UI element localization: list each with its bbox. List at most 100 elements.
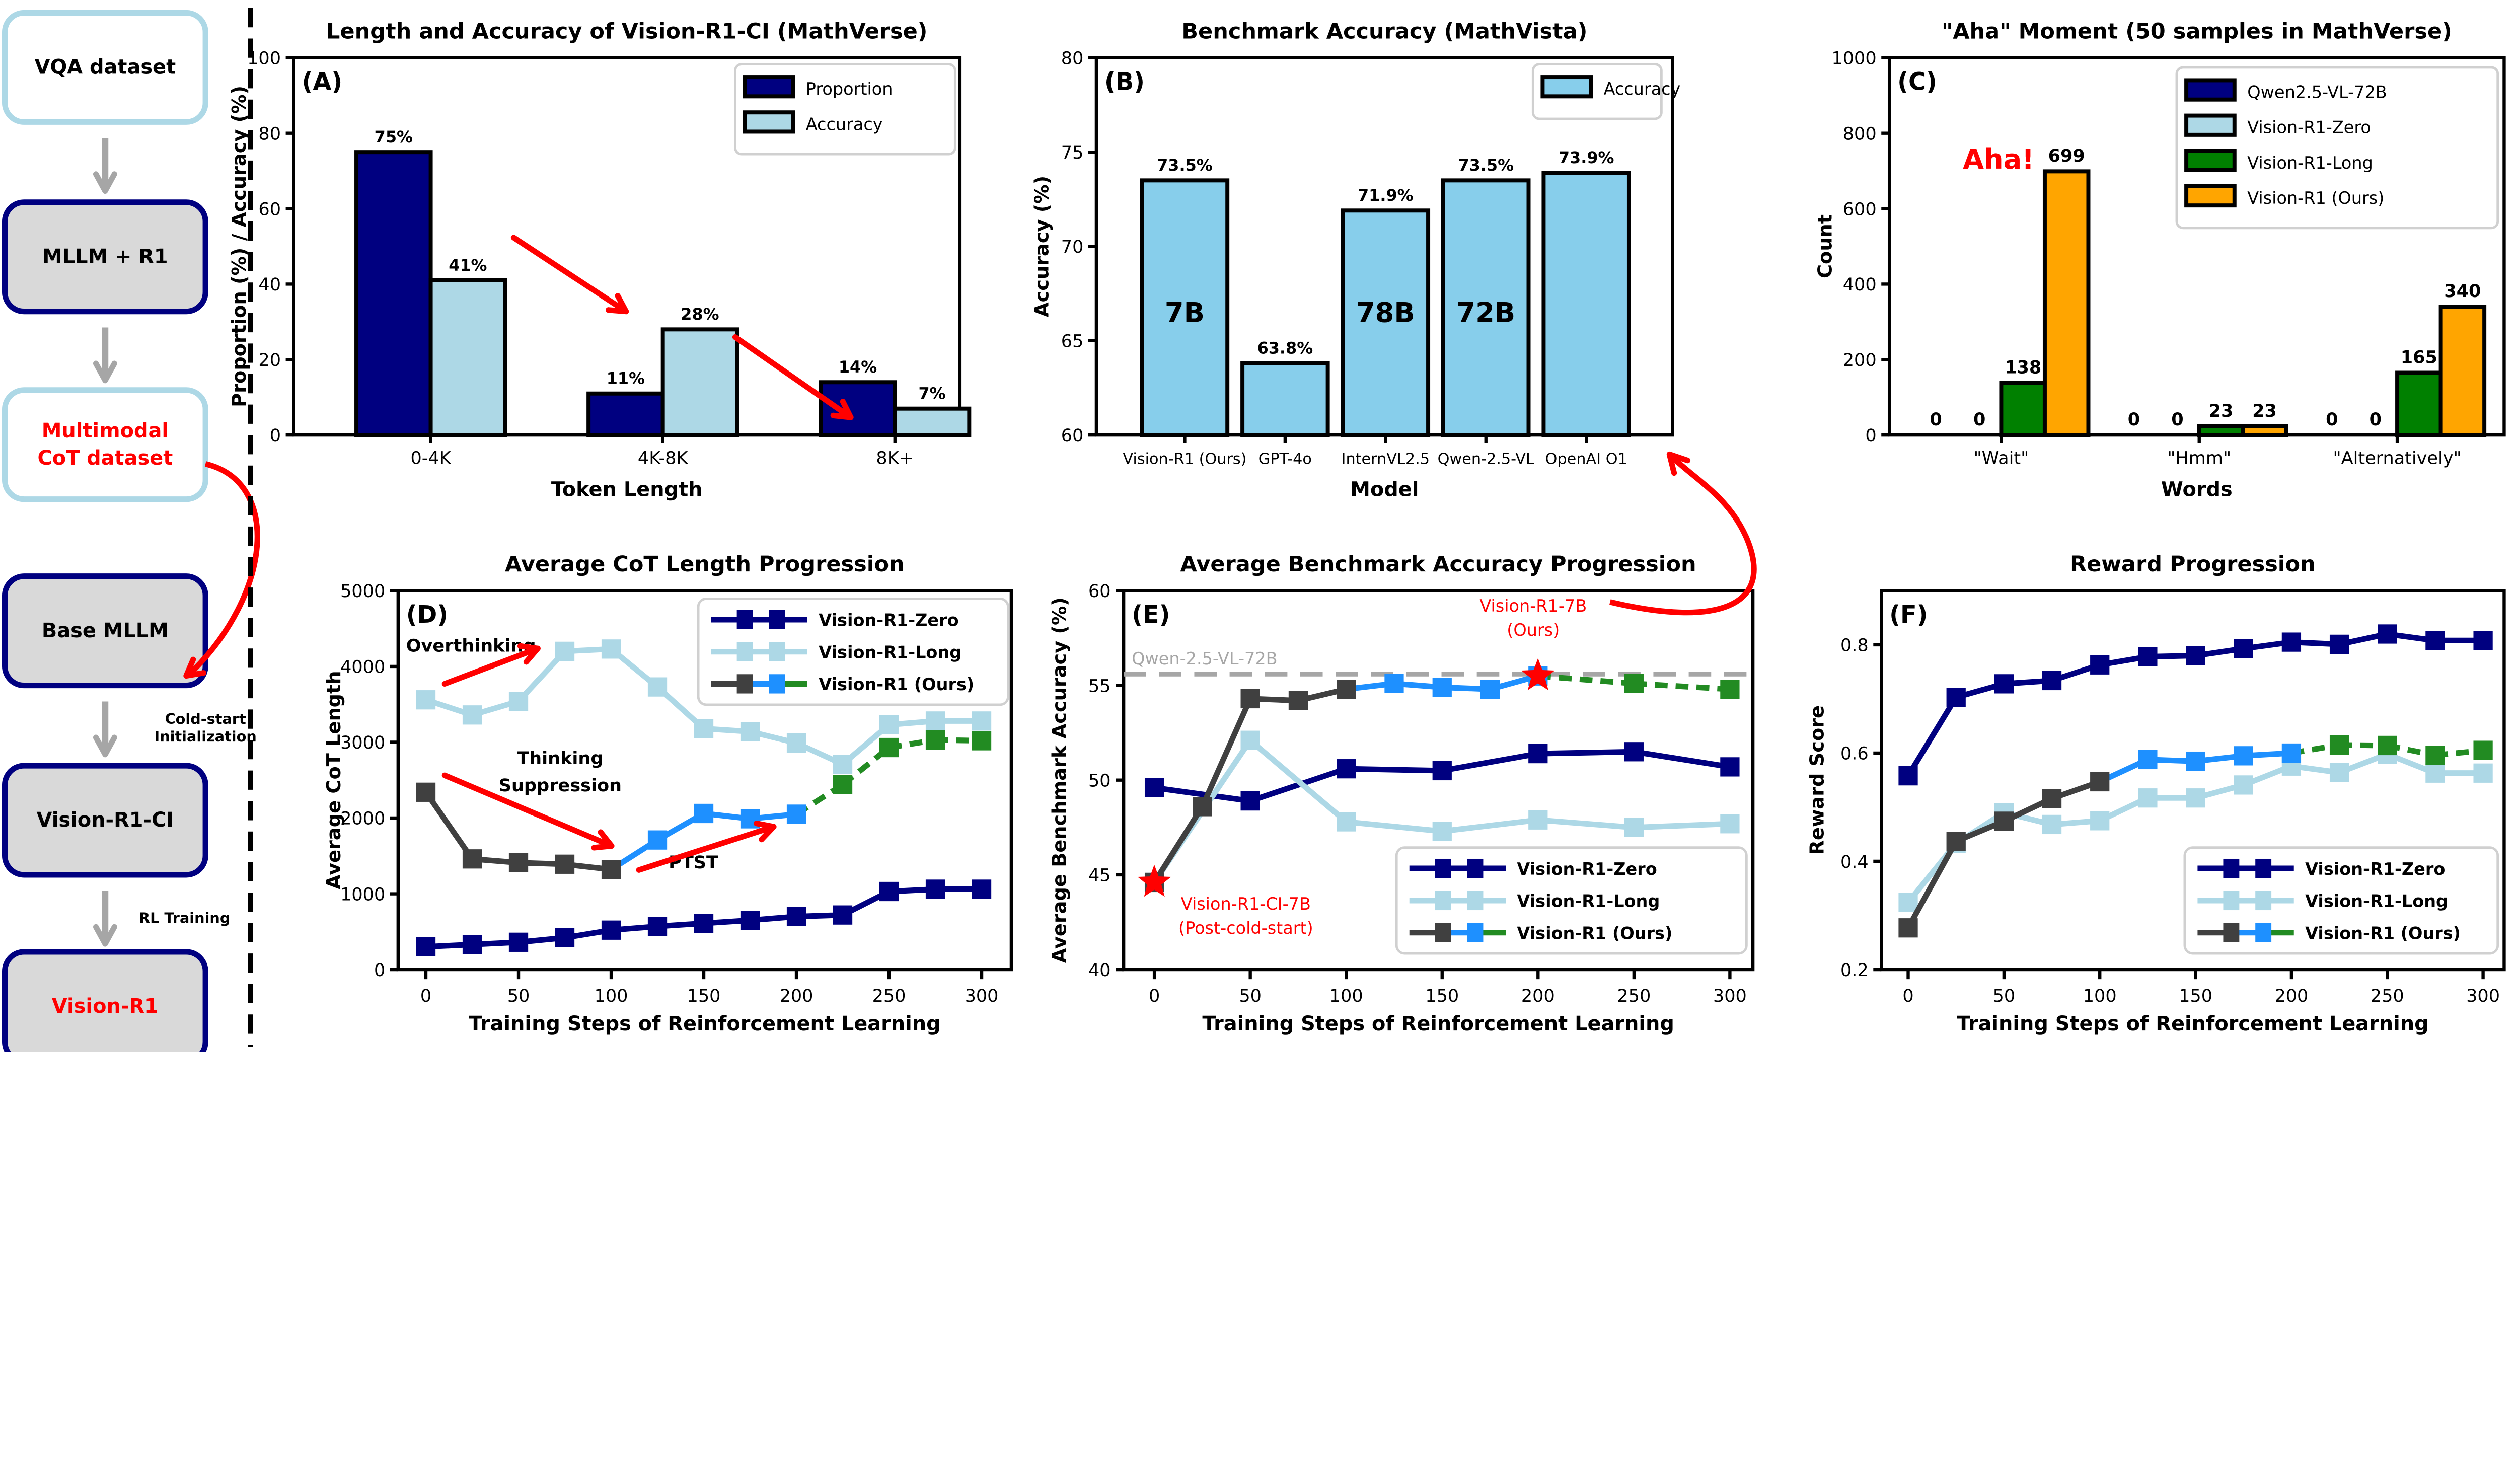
- data-point-marker: [508, 932, 529, 952]
- series-line-segment: [1538, 749, 1634, 757]
- y-tick-label: 200: [1843, 350, 1877, 370]
- data-point-marker: [1946, 832, 1966, 851]
- data-point-marker: [2042, 789, 2062, 808]
- x-tick-label: 50: [1239, 986, 1262, 1006]
- bar: [660, 327, 739, 437]
- bar-value-label: 11%: [607, 369, 645, 388]
- down-arrow-head-icon: [93, 734, 117, 758]
- data-point-marker: [1898, 766, 1918, 786]
- legend-swatch: [743, 110, 795, 134]
- legend-marker: [2223, 891, 2240, 911]
- pipeline-box-label: CoT dataset: [37, 447, 173, 470]
- chart-title: Benchmark Accuracy (MathVista): [1181, 19, 1587, 44]
- y-tick-label: 100: [247, 48, 281, 69]
- data-point-marker: [555, 928, 575, 947]
- legend-swatch: [2184, 78, 2237, 102]
- data-point-marker: [508, 853, 529, 872]
- y-tick-label: 20: [258, 350, 281, 370]
- data-point-marker: [1624, 818, 1644, 837]
- series-line-segment: [1152, 805, 1205, 884]
- data-point-marker: [508, 692, 529, 711]
- bar-value-label: 0: [2171, 409, 2183, 430]
- data-point-marker: [786, 907, 806, 926]
- ptst-arrow-icon-head: [753, 821, 777, 843]
- series-line-segment: [1537, 817, 1635, 831]
- legend-entry-label: Vision-R1-Long: [1517, 892, 1660, 911]
- y-tick-label: 0.4: [1840, 852, 1869, 872]
- x-tick-label: 0-4K: [410, 448, 451, 469]
- pipeline-box-frame: [2, 387, 208, 502]
- legend-marker: [2255, 891, 2272, 911]
- legend-marker: [736, 642, 753, 661]
- data-point-marker: [786, 804, 806, 824]
- down-arrow-head-icon: [93, 924, 117, 947]
- data-point-marker: [462, 705, 482, 725]
- y-axis-label: Accuracy (%): [1030, 176, 1053, 317]
- x-tick-label: InternVL2.5: [1342, 451, 1430, 468]
- data-point-marker: [1240, 689, 1260, 709]
- data-point-marker: [1720, 757, 1740, 777]
- data-point-marker: [462, 849, 482, 869]
- legend-marker: [769, 642, 785, 661]
- trend-arrow-icon: [510, 235, 629, 315]
- series-line-segment: [1905, 840, 1959, 929]
- series-line-segment: [1249, 766, 1347, 804]
- y-tick-label: 0: [1865, 425, 1876, 446]
- pipeline-box-frame: [2, 763, 208, 878]
- data-point-marker: [740, 911, 760, 930]
- legend-entry-label: Vision-R1-Zero: [2305, 859, 2445, 879]
- data-point-marker: [694, 914, 714, 933]
- data-point-marker: [694, 803, 714, 824]
- bar-value-label: 71.9%: [1358, 186, 1414, 205]
- data-point-marker: [2378, 624, 2397, 644]
- data-point-marker: [2234, 775, 2253, 795]
- pipeline-box: Vision-R1: [2, 949, 208, 1052]
- panel-label: (C): [1897, 68, 1937, 96]
- bar-value-label: 138: [2005, 357, 2041, 378]
- aha-annotation: Aha!: [1963, 143, 2034, 175]
- suppression-annotation: Thinking: [517, 748, 603, 769]
- pipeline-box-frame: [2, 573, 208, 689]
- series-line-segment: [1634, 681, 1730, 692]
- star-marker-label: (Post-cold-start): [1178, 918, 1313, 938]
- trend-arrow-icon-head: [606, 293, 629, 315]
- x-tick-label: GPT-4o: [1258, 451, 1312, 468]
- legend: Accuracy: [1531, 63, 1680, 120]
- pipeline-box: Multimodal CoT dataset: [2, 387, 208, 502]
- pipeline-diagram: VQA dataset MLLM + R1 Multimodal CoT datase…: [2, 8, 260, 1052]
- pipeline-box: Base MLLM: [2, 573, 208, 689]
- bar-model-size-label: 72B: [1456, 297, 1515, 329]
- chart-title: "Aha" Moment (50 samples in MathVerse): [1942, 19, 2452, 44]
- legend-entry-label: Vision-R1-Long: [2305, 892, 2448, 911]
- bar-value-label: 73.9%: [1559, 148, 1614, 167]
- data-point-marker: [925, 879, 945, 899]
- legend-entry-label: Vision-R1-Zero: [1517, 859, 1657, 879]
- suppression-arrow-icon: [441, 772, 615, 849]
- data-point-marker: [1288, 691, 1308, 710]
- data-point-marker: [1946, 688, 1966, 707]
- data-point-marker: [2186, 751, 2205, 771]
- bar-value-label: 0: [2128, 409, 2140, 430]
- chart-c: "Aha" Moment (50 samples in MathVerse) 0 2…: [1814, 19, 2506, 501]
- cold-start-curved-arrow-icon: [187, 461, 260, 677]
- ptst-arrow-icon: [636, 824, 777, 873]
- chart-title: Length and Accuracy of Vision-R1-CI (Mat…: [326, 19, 927, 44]
- x-tick-label: OpenAI O1: [1545, 451, 1627, 468]
- data-point-marker: [1898, 918, 1918, 938]
- y-tick-label: 65: [1061, 331, 1084, 352]
- y-tick-label: 80: [258, 123, 281, 144]
- data-point-marker: [2138, 750, 2158, 770]
- data-point-marker: [1720, 679, 1740, 699]
- data-point-marker: [2425, 763, 2445, 783]
- data-point-marker: [601, 920, 621, 940]
- bar-value-label: 699: [2048, 145, 2085, 166]
- y-tick-label: 80: [1061, 48, 1084, 69]
- x-axis-label: Training Steps of Reinforcement Learning: [1957, 1012, 2429, 1035]
- data-point-marker: [2090, 772, 2110, 792]
- legend-marker: [769, 674, 785, 694]
- bar-model-size-label: 7B: [1165, 297, 1205, 329]
- legend-marker: [2255, 858, 2272, 878]
- legend: Proportion Accuracy: [734, 63, 956, 156]
- figure: VQA dataset MLLM + R1 Multimodal CoT datase…: [2, 8, 2506, 1052]
- series-line-segment: [1537, 673, 1635, 687]
